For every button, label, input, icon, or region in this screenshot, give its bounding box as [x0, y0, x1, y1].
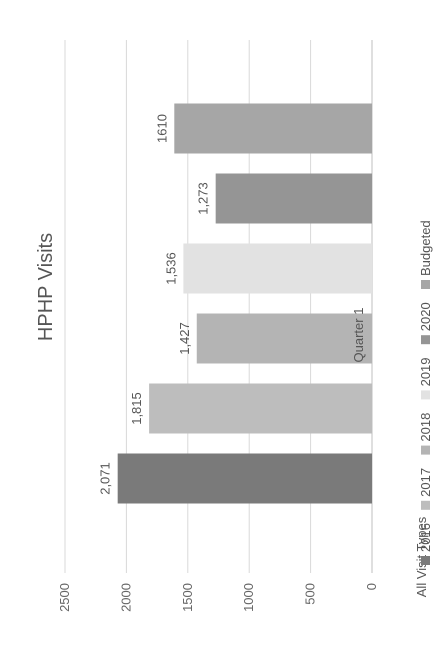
bar-2020 — [215, 173, 372, 224]
legend-label-2018: 2018 — [418, 413, 433, 442]
legend-label-budgeted: Budgeted — [418, 220, 433, 276]
data-label-2018: 1,427 — [177, 322, 192, 355]
legend-label-2016: 2016 — [418, 523, 433, 552]
bar-2016 — [117, 453, 372, 504]
legend-label-2017: 2017 — [418, 468, 433, 497]
data-labels: 2,071 1,815 1,427 1,536 1,273 1610 — [98, 114, 211, 495]
legend-swatch-2018 — [421, 445, 430, 455]
y-axis-ticks: 0 500 1000 1500 2000 2500 — [57, 583, 379, 612]
bar-2019 — [183, 243, 372, 294]
legend-label-2020: 2020 — [418, 302, 433, 331]
data-label-2017: 1,815 — [129, 392, 144, 425]
data-label-2016: 2,071 — [98, 462, 113, 495]
y-tick-label: 2500 — [57, 583, 72, 612]
legend-swatch-2017 — [421, 500, 430, 510]
legend-swatch-budgeted — [421, 280, 430, 289]
y-tick-label: 2000 — [118, 583, 133, 612]
y-tick-label: 1500 — [180, 583, 195, 612]
legend: 2016 2017 2018 2019 2020 Budgeted — [418, 220, 433, 565]
data-label-budgeted: 1610 — [154, 114, 169, 143]
bar-2018 — [196, 313, 372, 364]
chart-title: HPHP Visits — [35, 233, 57, 341]
data-label-2019: 1,536 — [163, 252, 178, 285]
bars — [117, 103, 372, 504]
bar-2017 — [149, 383, 372, 434]
y-tick-label: 1000 — [241, 583, 256, 612]
bar-budgeted — [174, 103, 372, 154]
legend-swatch-2020 — [421, 335, 430, 345]
data-label-2020: 1,273 — [196, 182, 211, 215]
y-tick-label: 0 — [364, 583, 379, 590]
y-tick-label: 500 — [303, 583, 318, 605]
legend-label-2019: 2019 — [418, 357, 433, 386]
legend-swatch-2016 — [421, 556, 430, 565]
x-category-label: Quarter 1 — [351, 308, 366, 363]
legend-swatch-2019 — [421, 390, 430, 400]
